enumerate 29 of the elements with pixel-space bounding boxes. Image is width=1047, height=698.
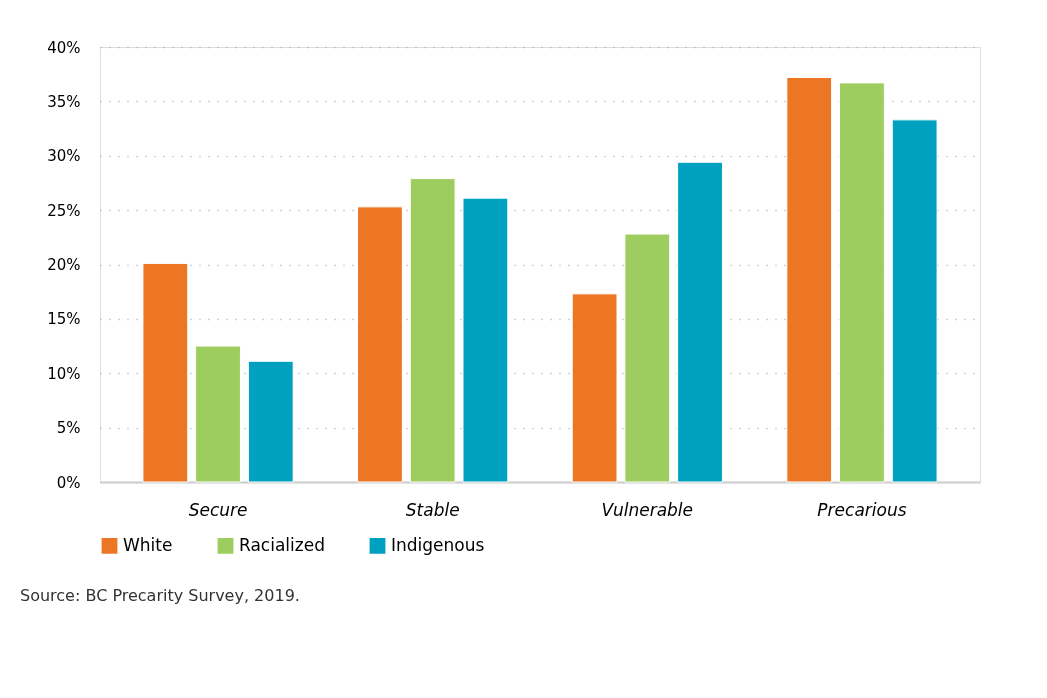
bar	[839, 82, 885, 483]
y-tick-label: 35%	[47, 92, 81, 111]
x-tick-label: Vulnerable	[601, 499, 694, 520]
legend-label: Indigenous	[391, 534, 485, 555]
bar	[247, 360, 294, 483]
bar	[786, 76, 833, 483]
bar	[462, 197, 509, 483]
bar	[677, 161, 723, 483]
y-tick-label: 20%	[47, 256, 81, 274]
y-tick-label: 0%	[56, 473, 81, 492]
y-tick-label: 25%	[47, 201, 81, 220]
bar	[142, 262, 189, 483]
bar	[357, 206, 403, 483]
source-note: Source: BC Precarity Survey, 2019.	[20, 586, 300, 605]
y-tick-label: 15%	[47, 310, 81, 329]
x-tick-label: Precarious	[817, 499, 907, 520]
legend-label: White	[123, 534, 173, 555]
bar	[571, 293, 618, 483]
bar	[195, 345, 241, 483]
y-tick-label: 30%	[47, 147, 81, 166]
bar	[891, 119, 938, 483]
bar	[624, 233, 671, 483]
bar	[409, 178, 456, 483]
x-tick-label: Stable	[405, 499, 460, 520]
legend-label: Racialized	[239, 534, 325, 555]
y-tick-label: 10%	[47, 364, 81, 383]
y-tick-label: 5%	[56, 419, 81, 438]
x-tick-label: Secure	[188, 499, 248, 520]
y-tick-label: 40%	[47, 38, 81, 57]
